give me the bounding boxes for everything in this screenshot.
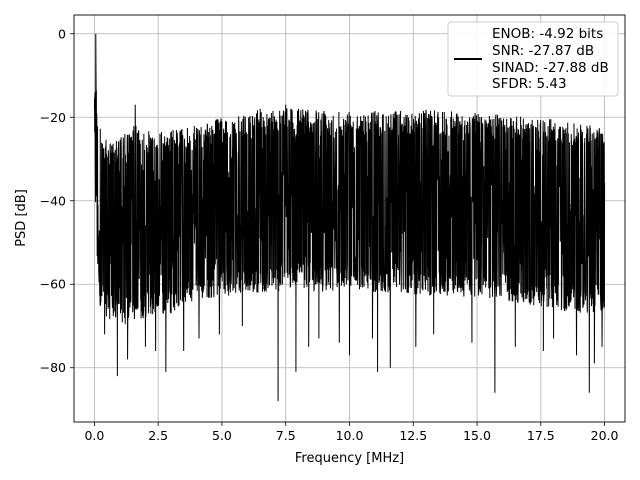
y-tick-label: −80: [40, 360, 66, 375]
x-tick-label: 10.0: [336, 428, 364, 443]
x-tick-label: 17.5: [527, 428, 555, 443]
x-tick-label: 0.0: [84, 428, 104, 443]
x-tick-label: 2.5: [148, 428, 168, 443]
plot-area: [93, 33, 606, 402]
x-tick-label: 5.0: [212, 428, 232, 443]
y-axis-label: PSD [dB]: [14, 189, 29, 247]
legend-entry-sfdr: SFDR: 5.43: [492, 76, 567, 92]
x-tick-label: 20.0: [591, 428, 619, 443]
x-tick-label: 12.5: [399, 428, 427, 443]
legend: ENOB: -4.92 bits SNR: -27.87 dB SINAD: -…: [447, 21, 619, 97]
legend-box: [447, 21, 619, 97]
y-tick-label: −20: [40, 110, 66, 125]
series-line: [93, 33, 606, 402]
legend-entry-snr: SNR: -27.87 dB: [492, 43, 594, 59]
x-axis-label: Frequency [MHz]: [295, 451, 404, 466]
y-tick-label: 0: [58, 26, 66, 41]
ticks: 0.0 2.5 5.0 7.5 10.0 12.5 15.0 17.5 20.0 0 −20 −40 −…: [40, 26, 619, 443]
y-tick-label: −40: [40, 193, 66, 208]
x-tick-label: 7.5: [276, 428, 296, 443]
legend-entry-enob: ENOB: -4.92 bits: [492, 26, 603, 42]
legend-entry-sinad: SINAD: -27.88 dB: [492, 60, 609, 76]
x-tick-label: 15.0: [463, 428, 491, 443]
y-tick-label: −60: [40, 277, 66, 292]
